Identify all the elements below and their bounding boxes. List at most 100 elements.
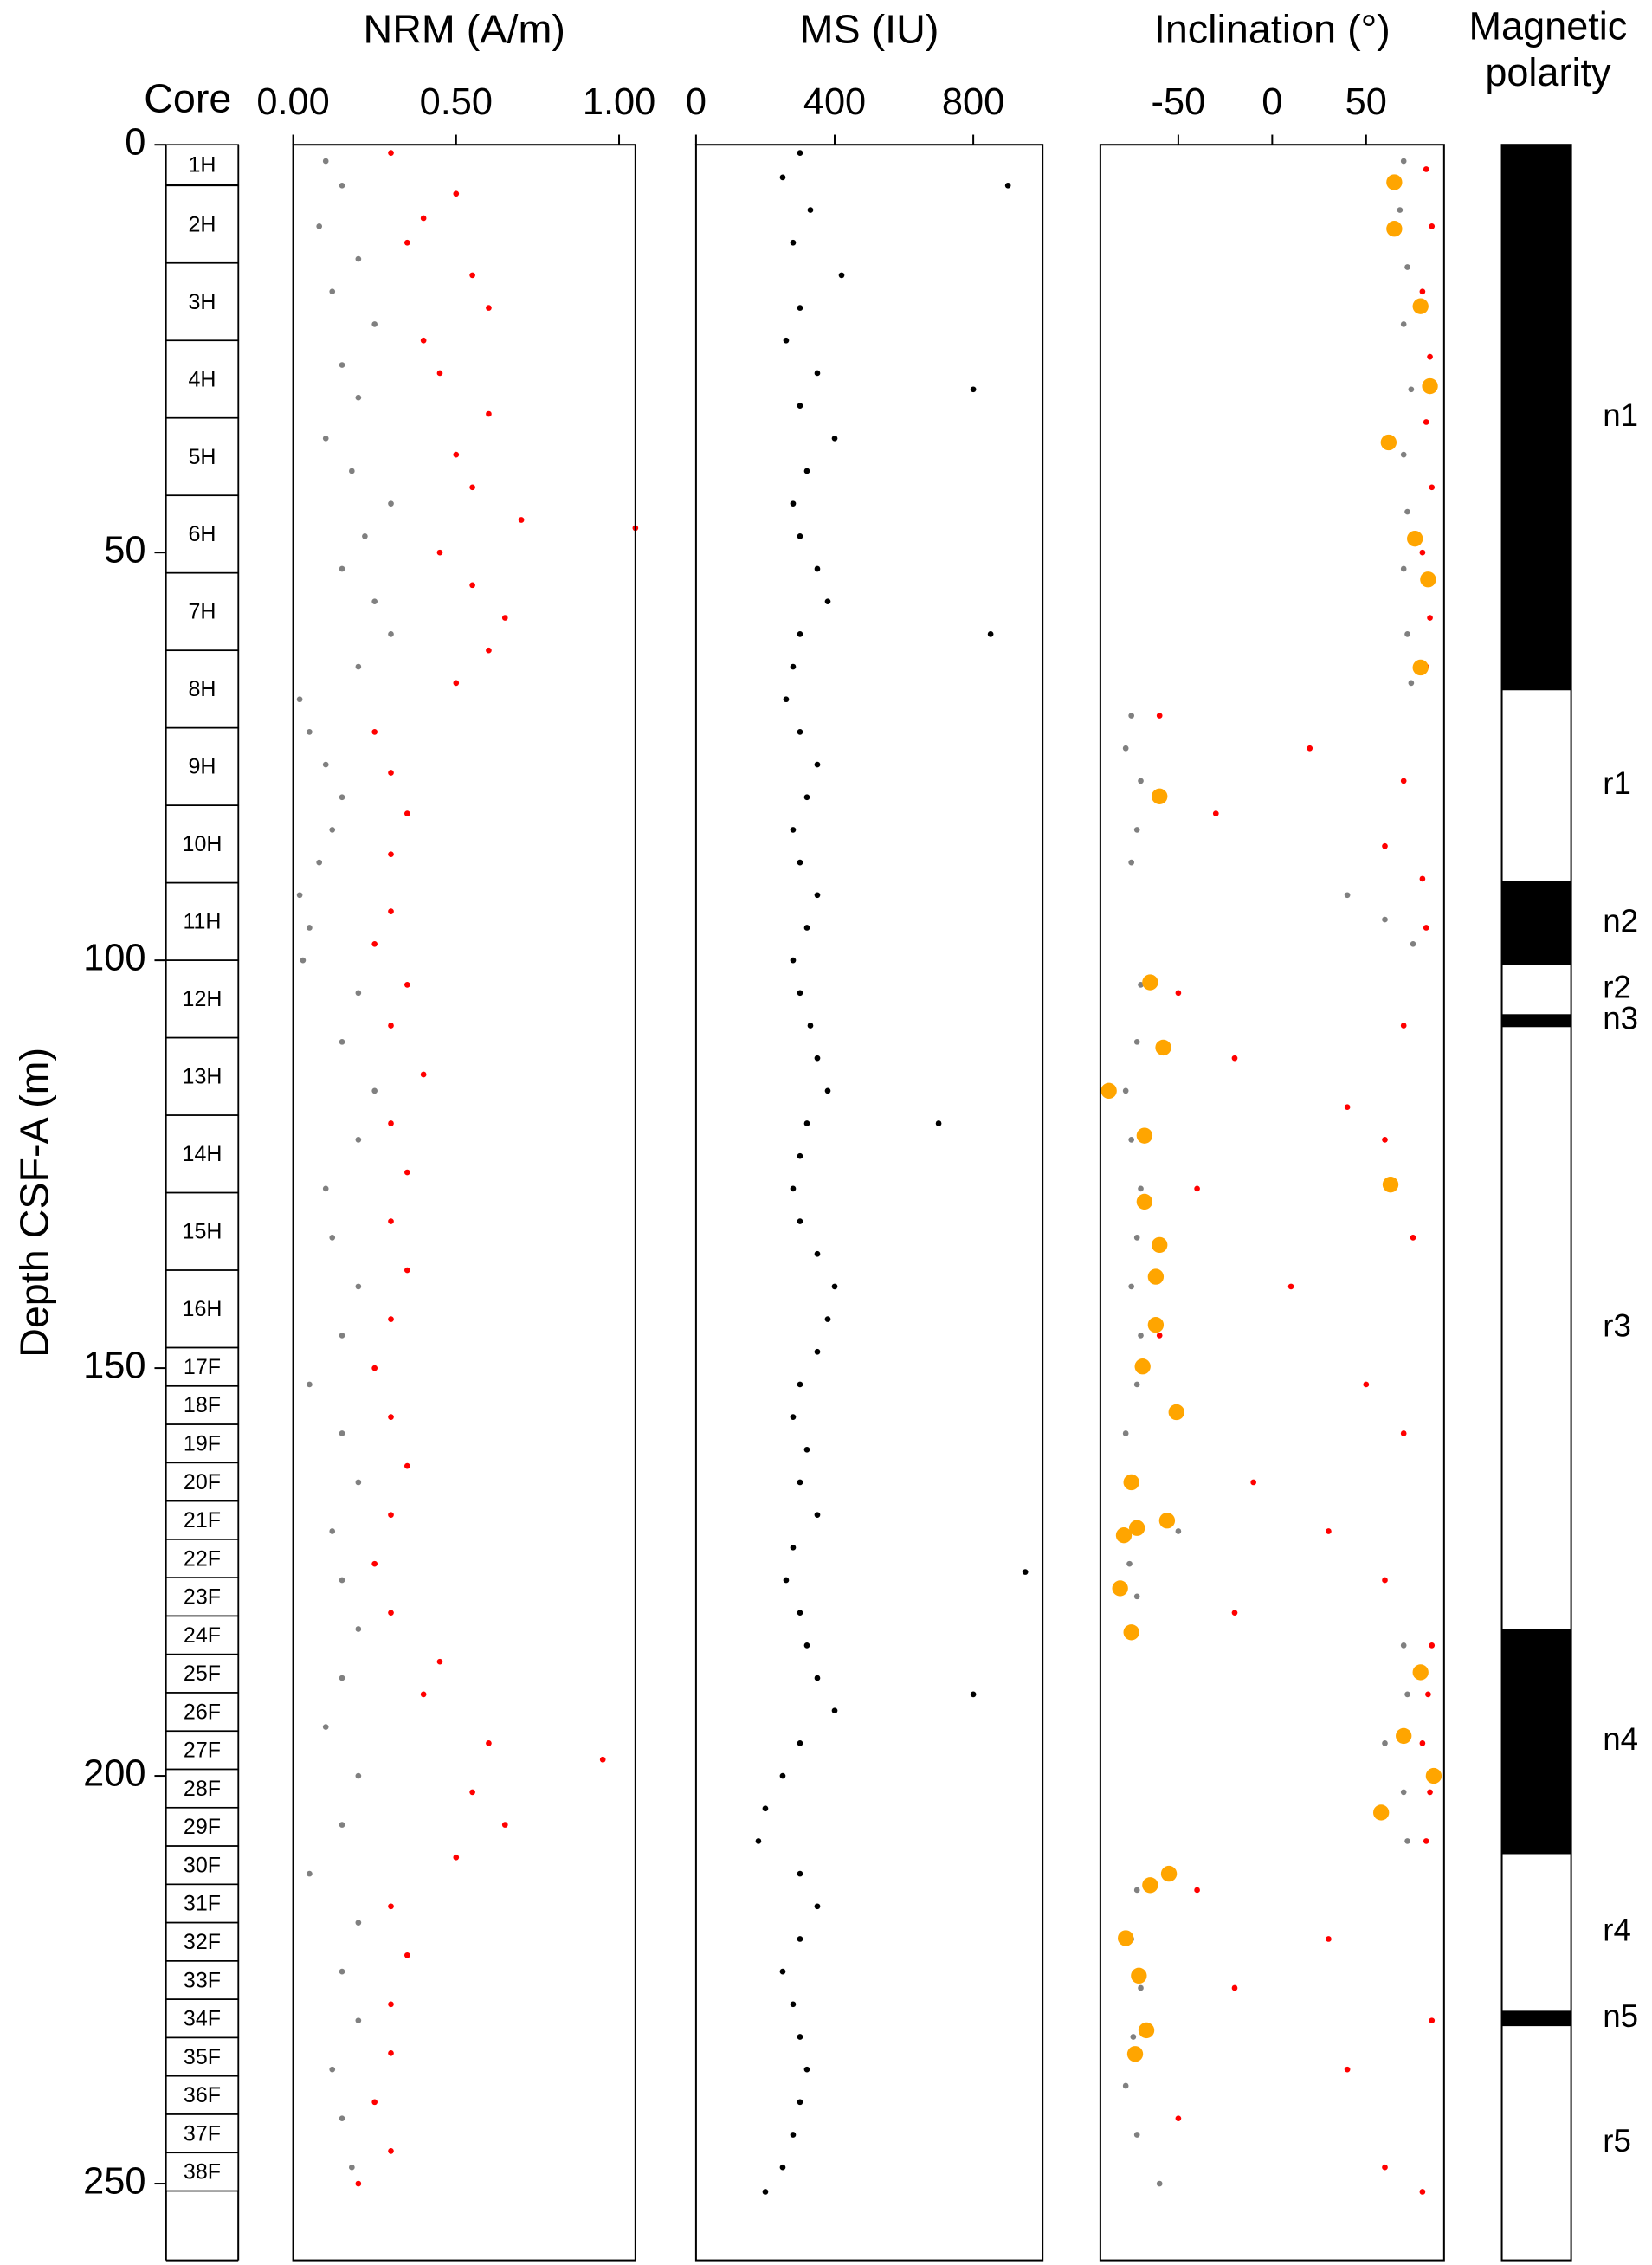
- core-label: 32F: [184, 1930, 221, 1954]
- x-tick-label: 0: [686, 81, 707, 123]
- data-point: [339, 2115, 345, 2122]
- data-point: [371, 1560, 378, 1567]
- data-point: [355, 394, 362, 401]
- x-tick-label: 0.00: [256, 81, 329, 123]
- data-point: [1408, 680, 1415, 687]
- core-box: [165, 1921, 240, 1962]
- data-point: [371, 2099, 378, 2106]
- polarity-zone: [1501, 1854, 1571, 2011]
- data-point: [803, 925, 810, 931]
- y-tick-label: 100: [83, 938, 145, 979]
- data-point: [371, 321, 378, 327]
- core-label: 36F: [184, 2083, 221, 2107]
- core-label: 13H: [183, 1065, 223, 1089]
- polarity-label: r2: [1603, 970, 1631, 1005]
- core-box: [165, 1730, 240, 1771]
- polarity-zone: [1501, 2010, 1571, 2027]
- data-point: [779, 1968, 786, 1975]
- data-point: [814, 1055, 821, 1062]
- data-point: [824, 598, 831, 605]
- data-point: [486, 305, 492, 311]
- data-point: [803, 1446, 810, 1453]
- data-point: [803, 794, 810, 801]
- data-point: [1344, 892, 1351, 899]
- data-point: [1138, 1185, 1144, 1192]
- data-point: [803, 2066, 810, 2073]
- data-point: [1429, 223, 1436, 229]
- data-point: [329, 1528, 336, 1534]
- data-point: [329, 827, 336, 833]
- data-point: [779, 1772, 786, 1779]
- data-point: [814, 761, 821, 768]
- data-point: [1423, 925, 1429, 931]
- core-box: [165, 649, 240, 729]
- x-tick-label: 400: [803, 81, 866, 123]
- data-point: [501, 1822, 508, 1828]
- data-point: [1382, 1740, 1388, 1746]
- data-disc: [1123, 1474, 1139, 1491]
- data-point: [486, 410, 492, 417]
- data-point: [1307, 745, 1313, 752]
- data-point: [388, 1512, 394, 1518]
- data-point: [762, 2189, 769, 2195]
- data-point: [1326, 1936, 1332, 1942]
- data-point: [436, 370, 443, 377]
- data-point: [814, 565, 821, 572]
- data-point: [420, 337, 427, 344]
- data-point: [1326, 1528, 1332, 1534]
- data-point: [935, 1120, 942, 1126]
- data-point: [355, 1626, 362, 1632]
- data-point: [831, 435, 838, 442]
- data-point: [371, 598, 378, 605]
- data-disc: [1115, 1527, 1133, 1544]
- core-label: 38F: [184, 2160, 221, 2184]
- data-point: [797, 859, 803, 866]
- data-point: [755, 1838, 762, 1844]
- core-label: 5H: [189, 445, 216, 469]
- data-point: [1400, 1642, 1407, 1649]
- data-point: [1410, 940, 1416, 947]
- core-box: [165, 1883, 240, 1924]
- core-box: [165, 1653, 240, 1694]
- data-point: [1122, 2082, 1129, 2089]
- data-point: [797, 1381, 803, 1388]
- data-point: [1133, 827, 1140, 833]
- core-box: [165, 1423, 240, 1464]
- data-point: [1404, 1691, 1410, 1698]
- data-disc: [1407, 530, 1423, 547]
- data-point: [1400, 778, 1407, 784]
- core-label: 12H: [183, 987, 223, 1011]
- x-tick-label: 1.00: [583, 81, 655, 123]
- data-point: [1194, 1185, 1200, 1192]
- data-point: [329, 1235, 336, 1241]
- data-disc: [1412, 1664, 1429, 1681]
- data-point: [348, 468, 355, 474]
- data-disc: [1382, 1176, 1399, 1193]
- data-point: [307, 1870, 313, 1877]
- data-disc: [1129, 1520, 1145, 1536]
- data-point: [1287, 1283, 1294, 1290]
- data-point: [355, 1283, 362, 1290]
- core-label: 9H: [189, 755, 216, 779]
- x-tick-label: 0: [1262, 81, 1282, 123]
- data-disc: [1386, 174, 1403, 190]
- data-point: [316, 859, 323, 866]
- core-label: 21F: [184, 1508, 221, 1533]
- polarity-label: n4: [1603, 1721, 1638, 1757]
- data-disc: [1147, 1268, 1165, 1285]
- data-point: [790, 827, 797, 833]
- core-box: [165, 726, 240, 807]
- data-disc: [1147, 1317, 1165, 1333]
- data-disc: [1155, 1039, 1171, 1056]
- data-point: [1419, 875, 1426, 882]
- data-point: [388, 851, 394, 858]
- core-label: 19F: [184, 1432, 221, 1456]
- data-point: [1212, 810, 1219, 816]
- data-point: [797, 1936, 803, 1942]
- data-point: [1382, 916, 1388, 923]
- data-point: [339, 1430, 345, 1436]
- data-point: [388, 1316, 394, 1322]
- data-point: [322, 1185, 329, 1192]
- data-point: [388, 770, 394, 776]
- core-box: [165, 571, 240, 652]
